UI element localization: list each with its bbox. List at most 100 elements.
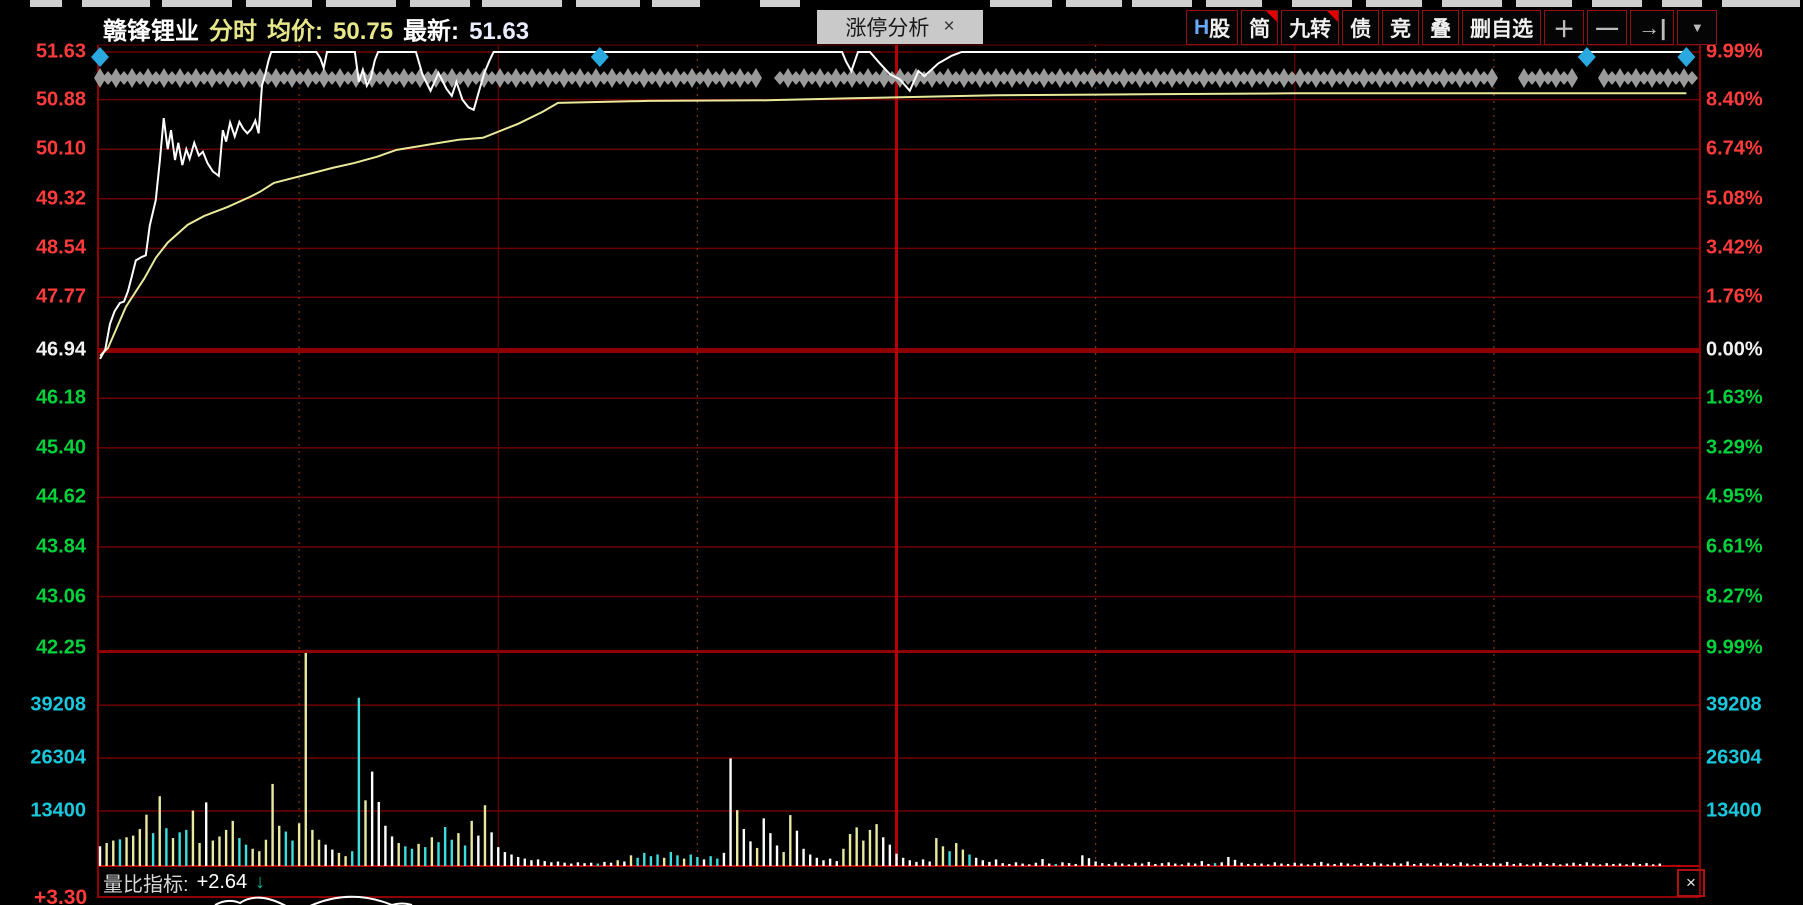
toolbar-button-nine-turn[interactable]: 九转 <box>1281 10 1340 45</box>
volume-bar <box>410 848 414 866</box>
volume-bar <box>1267 864 1270 866</box>
seal-volume-band-diamond <box>1014 71 1026 85</box>
seal-volume-band-diamond <box>1606 71 1618 85</box>
seal-volume-band-diamond <box>1438 68 1450 88</box>
left-axis-label: 39208 <box>30 693 86 716</box>
volume-bar <box>696 856 699 866</box>
volume-bar <box>1346 863 1350 866</box>
volume-bar <box>171 838 175 866</box>
right-axis-label: 9.99% <box>1706 636 1763 659</box>
toolbar-button-hshare[interactable]: H 股 <box>1186 10 1239 45</box>
volume-bar <box>835 861 838 866</box>
volume-bar <box>523 858 526 866</box>
toolbar-button-auction[interactable]: 竞 <box>1382 10 1420 45</box>
seal-volume-band-diamond <box>1662 68 1674 88</box>
volume-bar <box>205 802 208 866</box>
seal-volume-band-diamond <box>310 71 322 85</box>
volume-bar <box>497 847 500 866</box>
volume-bar <box>1067 863 1071 866</box>
seal-volume-band-diamond <box>238 68 250 88</box>
toolbar-button-overlay[interactable]: 叠 <box>1422 10 1460 45</box>
right-axis-label: 1.76% <box>1706 285 1763 308</box>
toolbar-button-simple[interactable]: 简 <box>1241 10 1279 45</box>
volume-bar <box>755 847 759 866</box>
left-axis-label: 50.10 <box>35 137 86 160</box>
volume-bar <box>377 801 380 866</box>
volume-bar <box>1320 861 1323 866</box>
toolbar-button-remove-watchlist[interactable]: 删自选 <box>1462 10 1542 45</box>
volume-bar <box>118 839 122 866</box>
volume-bar <box>224 829 228 866</box>
skip-to-end-button[interactable]: →| <box>1630 10 1675 45</box>
tab-close-icon[interactable]: × <box>943 16 955 37</box>
volume-bar <box>1432 864 1436 866</box>
volume-bar <box>450 839 453 866</box>
volume-bar <box>1592 863 1595 866</box>
stock-name: 赣锋锂业 <box>103 18 199 45</box>
volume-bar <box>324 844 327 866</box>
right-axis-label: 8.40% <box>1706 88 1763 111</box>
volume-bar <box>417 843 420 866</box>
seal-volume-band-diamond <box>1486 68 1498 88</box>
volume-bar <box>848 833 852 866</box>
avg-price-value: 50.75 <box>333 18 394 45</box>
volume-bar <box>1333 863 1336 866</box>
seal-volume-band-diamond <box>734 68 746 88</box>
volume-bar <box>1120 863 1124 866</box>
volume-bar <box>477 835 480 866</box>
seal-volume-band-diamond <box>966 71 978 85</box>
volume-bar <box>901 857 905 866</box>
volume-bar <box>563 862 566 866</box>
seal-volume-band-diamond <box>854 71 866 85</box>
dropdown-arrow-button[interactable]: ▼ <box>1677 10 1718 45</box>
volume-bar <box>536 859 540 866</box>
volume-bar <box>583 863 586 866</box>
volume-bar <box>1061 862 1064 866</box>
seal-volume-band-diamond <box>798 68 810 88</box>
volume-bar <box>1572 862 1575 866</box>
seal-volume-band-diamond <box>1646 68 1658 88</box>
volume-bar <box>702 859 706 866</box>
volume-bar <box>1293 862 1296 866</box>
volume-bar <box>105 843 108 866</box>
seal-volume-band-diamond <box>206 68 218 88</box>
indicator-pane-top-border <box>98 896 1700 898</box>
seal-volume-band-diamond <box>790 71 802 85</box>
chart-header: 赣锋锂业 分时 均价: 50.75 最新: 51.63 <box>103 11 529 46</box>
clipped-toolbar-fragment <box>246 0 312 7</box>
volume-bar <box>656 854 659 866</box>
volume-bar <box>470 820 473 866</box>
seal-volume-band-diamond <box>1366 71 1378 85</box>
seal-volume-band-diamond <box>1342 68 1354 88</box>
volume-bar <box>994 859 998 866</box>
indicator-close-button[interactable]: × <box>1677 869 1705 897</box>
volume-bar <box>1306 864 1310 866</box>
volume-bar <box>251 848 254 866</box>
seal-volume-band-diamond <box>1278 68 1290 88</box>
volume-bar <box>955 843 958 866</box>
volume-bar <box>1393 862 1396 866</box>
clipped-toolbar-fragment <box>30 0 62 7</box>
seal-volume-band-diamond <box>974 68 986 88</box>
seal-volume-band-diamond <box>1454 68 1466 88</box>
seal-volume-band-diamond <box>1102 68 1114 88</box>
seal-volume-band-diamond <box>550 71 562 85</box>
view-mode-label: 分时 <box>209 18 257 45</box>
seal-volume-band-diamond <box>782 68 794 88</box>
limit-event-diamond-icon <box>91 47 109 67</box>
volume-bar <box>337 852 341 866</box>
toolbar-button-bond[interactable]: 债 <box>1342 10 1380 45</box>
tab-limit-up-analysis[interactable]: 涨停分析 × <box>817 10 983 44</box>
seal-volume-band-diamond <box>158 68 170 88</box>
seal-volume-band-diamond <box>838 71 850 85</box>
zoom-in-button[interactable]: ＋ <box>1544 10 1585 45</box>
volume-bar <box>1658 863 1662 866</box>
seal-volume-band-diamond <box>662 71 674 85</box>
seal-volume-band-diamond <box>1190 71 1202 85</box>
tab-label: 涨停分析 <box>845 17 930 40</box>
zoom-out-button[interactable]: — <box>1587 10 1628 45</box>
volume-bar <box>1651 864 1655 866</box>
seal-volume-band-diamond <box>950 71 962 85</box>
seal-volume-band-diamond <box>942 68 954 88</box>
volume-bar <box>570 863 573 866</box>
